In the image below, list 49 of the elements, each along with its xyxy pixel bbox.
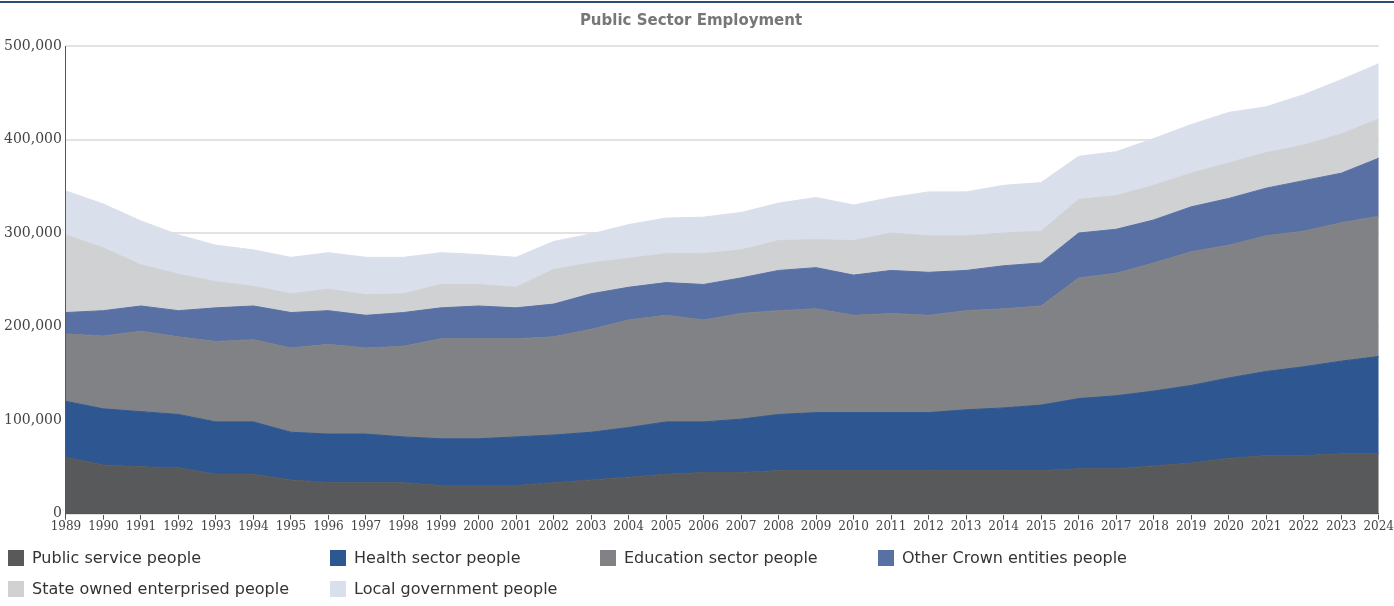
y-tick-label: 200,000 <box>3 317 62 334</box>
x-tick-label: 2001 <box>500 518 532 533</box>
y-tick-label: 0 <box>52 504 62 521</box>
x-tick-label: 1995 <box>275 518 307 533</box>
x-tick-label: 2015 <box>1025 518 1057 533</box>
x-tick-label: 2012 <box>913 518 944 533</box>
x-tick-label: 2021 <box>1250 518 1282 533</box>
x-tick-label: 2020 <box>1213 518 1244 533</box>
x-tick-label: 2017 <box>1100 518 1132 533</box>
x-tick-label: 1994 <box>238 518 270 533</box>
x-tick-label: 2005 <box>650 518 682 533</box>
legend-label: Health sector people <box>354 548 521 567</box>
legend-label: Public service people <box>32 548 202 567</box>
y-tick-label: 500,000 <box>3 36 62 53</box>
y-tick-label: 400,000 <box>3 130 62 147</box>
y-tick-label: 300,000 <box>3 223 62 240</box>
x-tick-label: 2006 <box>688 518 719 533</box>
x-tick-label: 2002 <box>538 518 569 533</box>
x-tick-label: 2003 <box>575 518 607 533</box>
x-tick-label: 2007 <box>725 518 757 533</box>
legend-label: State owned enterprised people <box>32 579 290 598</box>
x-tick-label: 2000 <box>463 518 494 533</box>
x-tick-label: 2013 <box>950 518 982 533</box>
x-tick-label: 2014 <box>988 518 1020 533</box>
x-tick-label: 2023 <box>1325 518 1357 533</box>
x-tick-label: 1992 <box>163 518 194 533</box>
y-tick-label: 100,000 <box>3 410 62 427</box>
x-tick-label: 2011 <box>875 518 907 533</box>
legend-label: Education sector people <box>624 548 818 567</box>
x-tick-label: 1989 <box>50 518 82 533</box>
x-tick-label: 1997 <box>350 518 382 533</box>
x-tick-label: 2016 <box>1063 518 1094 533</box>
x-tick-label: 1991 <box>125 518 157 533</box>
x-tick-label: 1993 <box>200 518 232 533</box>
x-tick-label: 1990 <box>88 518 119 533</box>
legend-label: Other Crown entities people <box>902 548 1127 567</box>
x-tick-label: 2008 <box>763 518 794 533</box>
x-tick-label: 1998 <box>388 518 419 533</box>
x-tick-label: 2022 <box>1288 518 1319 533</box>
x-tick-label: 2004 <box>613 518 645 533</box>
x-tick-label: 2018 <box>1138 518 1169 533</box>
legend-label: Local government people <box>354 579 558 598</box>
x-tick-label: 2010 <box>838 518 869 533</box>
x-tick-label: 1999 <box>425 518 457 533</box>
x-tick-label: 2024 <box>1363 518 1394 533</box>
x-tick-label: 2019 <box>1175 518 1207 533</box>
x-tick-label: 2009 <box>800 518 832 533</box>
chart-title: Public Sector Employment <box>579 10 803 29</box>
x-tick-label: 1996 <box>313 518 344 533</box>
